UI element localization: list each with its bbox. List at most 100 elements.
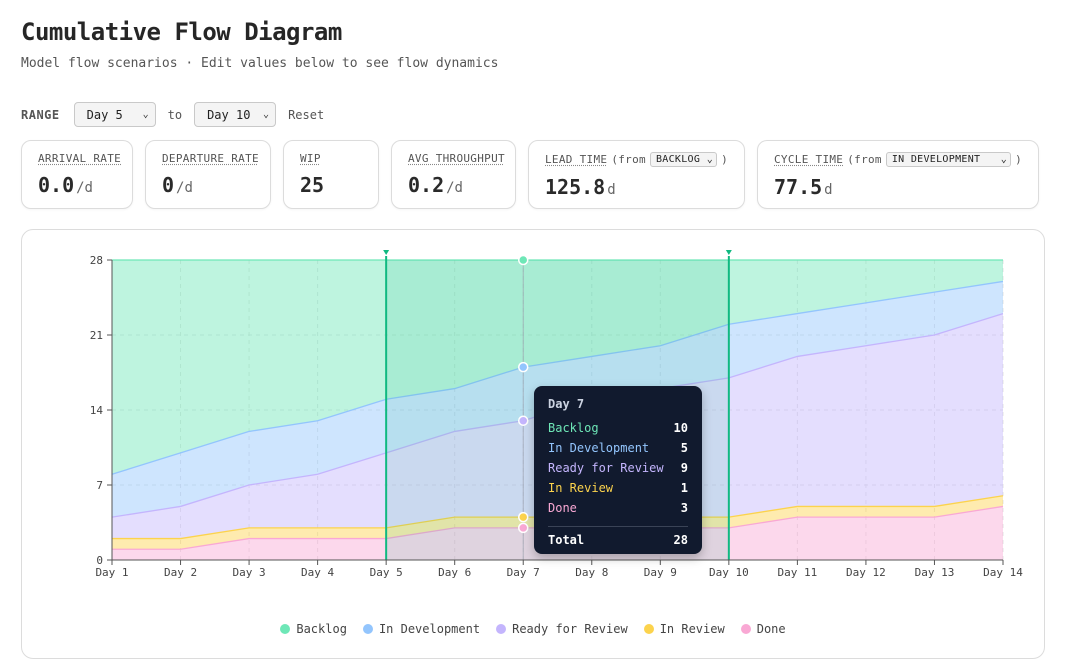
tooltip-row-value: 9	[680, 461, 688, 475]
range-end-value: Day 10	[207, 107, 251, 122]
arrival-rate-label: ARRIVAL RATE	[38, 152, 122, 165]
tooltip-row-label: Ready for Review	[548, 461, 664, 475]
lead-time-close-paren: )	[721, 153, 728, 166]
throughput-value: 0.2	[408, 173, 445, 197]
legend-item[interactable]: Backlog	[280, 622, 347, 636]
x-tick-label: Day 1	[95, 566, 128, 579]
throughput-label: AVG THROUGHPUT	[408, 152, 505, 165]
x-tick-label: Day 6	[438, 566, 471, 579]
legend-label: In Development	[378, 622, 481, 636]
legend-item[interactable]: In Development	[362, 622, 481, 636]
throughput-card: AVG THROUGHPUT 0.2/d	[391, 140, 516, 209]
y-tick-label: 14	[90, 404, 104, 417]
legend-swatch	[643, 624, 654, 634]
range-handle-marker	[725, 250, 732, 255]
chevron-down-icon: ⌄	[263, 109, 270, 120]
tooltip-row-value: 1	[680, 481, 688, 495]
page-subtitle: Model flow scenarios · Edit values below…	[21, 56, 499, 71]
x-tick-label: Day 4	[301, 566, 334, 579]
chart-card	[21, 229, 1045, 659]
tooltip-row-label: Backlog	[548, 421, 599, 435]
page-title: Cumulative Flow Diagram	[21, 18, 342, 46]
tooltip-row-value: 5	[680, 441, 688, 455]
cycle-time-unit: d	[824, 182, 833, 198]
tooltip-row-label: In Review	[548, 481, 614, 495]
x-tick-label: Day 5	[370, 566, 403, 579]
legend-label: Ready for Review	[512, 622, 628, 636]
cycle-time-value: 77.5	[774, 175, 823, 199]
lead-time-from-value: BACKLOG	[655, 154, 701, 165]
tooltip-row-value: 10	[673, 421, 688, 435]
legend-swatch	[496, 624, 507, 634]
legend-item[interactable]: In Review	[643, 622, 725, 636]
departure-rate-unit: /d	[176, 180, 193, 196]
x-tick-label: Day 8	[575, 566, 608, 579]
throughput-unit: /d	[446, 180, 463, 196]
wip-value: 25	[300, 173, 325, 197]
legend-label: Backlog	[296, 622, 347, 636]
chevron-down-icon: ⌄	[142, 109, 149, 120]
x-tick-label: Day 2	[164, 566, 197, 579]
x-tick-label: Day 3	[233, 566, 266, 579]
hover-marker	[517, 415, 529, 426]
cycle-time-label: CYCLE TIME	[774, 153, 844, 166]
range-start-select[interactable]: Day 5 ⌄	[73, 102, 156, 127]
chart-tooltip: Day 7 Backlog 10 In Development 5 Ready for …	[534, 386, 702, 554]
lead-time-from-label: (from	[611, 153, 646, 166]
reset-button[interactable]: Reset	[288, 107, 325, 122]
chart-legend: Backlog In Development Ready for Review In …	[0, 622, 1066, 636]
cycle-time-card: CYCLE TIME (from IN DEVELOPMENT ⌄ ) 77.5…	[757, 140, 1039, 209]
range-handle-marker	[383, 250, 390, 255]
chevron-down-icon: ⌄	[1000, 154, 1008, 165]
x-tick-label: Day 14	[983, 566, 1023, 579]
y-tick-label: 0	[96, 554, 103, 567]
hover-marker	[517, 254, 529, 266]
range-start-value: Day 5	[86, 107, 123, 122]
hover-marker	[517, 361, 529, 373]
tooltip-row-label: Done	[548, 501, 577, 515]
area-backlog	[112, 260, 1003, 475]
legend-swatch	[362, 624, 373, 634]
arrival-rate-value: 0.0	[38, 173, 75, 197]
wip-card: WIP 25	[283, 140, 379, 209]
tooltip-total-value: 28	[673, 533, 688, 547]
chevron-down-icon: ⌄	[706, 154, 714, 165]
wip-label: WIP	[300, 152, 321, 165]
range-label: RANGE	[21, 107, 60, 122]
departure-rate-value: 0	[162, 173, 175, 197]
cycle-time-close-paren: )	[1015, 153, 1022, 166]
line-in-development	[111, 280, 1004, 475]
tooltip-divider	[548, 526, 688, 527]
tooltip-title: Day 7	[548, 397, 585, 411]
tooltip-total-row: Total 28	[548, 533, 688, 547]
lead-time-unit: d	[607, 182, 616, 198]
x-tick-label: Day 11	[778, 566, 818, 579]
x-tick-label: Day 9	[644, 566, 677, 579]
departure-rate-card: DEPARTURE RATE 0/d	[145, 140, 271, 209]
x-tick-label: Day 7	[507, 566, 540, 579]
range-end-select[interactable]: Day 10 ⌄	[194, 102, 277, 127]
cycle-time-from-value: IN DEVELOPMENT	[891, 154, 981, 165]
legend-item[interactable]: Done	[740, 622, 786, 636]
range-to-label: to	[167, 107, 183, 122]
tooltip-row: In Review 1	[548, 481, 688, 501]
lead-time-from-select[interactable]: BACKLOG ⌄	[649, 152, 718, 167]
legend-item[interactable]: Ready for Review	[496, 622, 628, 636]
y-tick-label: 28	[90, 254, 103, 267]
y-tick-label: 21	[90, 329, 103, 342]
x-tick-label: Day 10	[709, 566, 749, 579]
legend-label: Done	[756, 622, 786, 636]
lead-time-label: LEAD TIME	[545, 153, 608, 166]
legend-label: In Review	[659, 622, 725, 636]
tooltip-row: Done 3	[548, 501, 688, 521]
arrival-rate-unit: /d	[76, 180, 93, 196]
tooltip-row: Backlog 10	[548, 421, 688, 441]
range-controls: RANGE Day 5 ⌄ to Day 10 ⌄ Reset	[21, 102, 324, 127]
y-tick-label: 7	[96, 479, 103, 492]
cycle-time-from-select[interactable]: IN DEVELOPMENT ⌄	[885, 152, 1012, 167]
departure-rate-label: DEPARTURE RATE	[162, 152, 259, 165]
tooltip-row: In Development 5	[548, 441, 688, 461]
legend-swatch	[740, 624, 751, 634]
tooltip-row-value: 3	[680, 501, 688, 515]
